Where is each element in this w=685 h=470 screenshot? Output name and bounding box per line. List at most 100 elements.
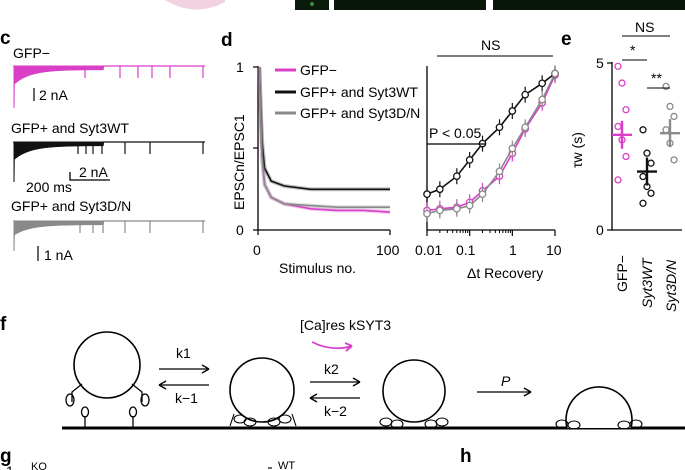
arrowhead bbox=[523, 387, 532, 397]
e-data-point bbox=[618, 79, 626, 87]
trace-label-dn: GFP+ and Syt3D/N bbox=[11, 198, 131, 214]
d-left-xtick-label: 100 bbox=[376, 242, 400, 258]
cell-image-fragment bbox=[165, 0, 225, 10]
trace-spikes bbox=[13, 65, 105, 109]
g-label-ko: KO bbox=[31, 461, 47, 470]
d-right-point bbox=[551, 69, 559, 78]
e-data-point bbox=[670, 156, 678, 164]
sig-ns-e: NS bbox=[635, 19, 654, 35]
arrowhead bbox=[309, 393, 318, 403]
d-right-point bbox=[435, 185, 444, 194]
e-ytick-label: 5 bbox=[596, 55, 604, 71]
d-right-ticks bbox=[426, 230, 556, 236]
g-label-wt: WT bbox=[278, 460, 295, 470]
rate-label-k1: k1 bbox=[176, 345, 191, 361]
d-right-point bbox=[508, 107, 517, 115]
d-left-plot bbox=[257, 66, 391, 215]
panel-label-e: e bbox=[561, 29, 572, 50]
vesicle-primed bbox=[382, 359, 446, 423]
scale-label-wt-time: 200 ms bbox=[26, 179, 72, 195]
e-category-label: GFP− bbox=[614, 255, 630, 292]
e-category-label: Syt3WT bbox=[639, 257, 655, 308]
d-right-fit-line bbox=[426, 74, 556, 212]
scale-bar-wt bbox=[69, 172, 110, 181]
d-left-series-line bbox=[258, 66, 390, 208]
g-ytick-label: 1 bbox=[6, 463, 14, 470]
sig-star: * bbox=[630, 42, 636, 58]
e-data-point bbox=[647, 189, 655, 197]
d-right-point bbox=[423, 209, 431, 218]
trace-label-gfp-minus: GFP− bbox=[13, 45, 50, 61]
legend-label-dn: GFP+ and Syt3D/N bbox=[300, 105, 420, 121]
panel-label-h: h bbox=[460, 446, 472, 467]
d-right-fit-line bbox=[426, 73, 556, 215]
e-data-point bbox=[643, 149, 651, 157]
d-left-ylabel: EPSCn/EPSC1 bbox=[231, 114, 247, 210]
vesicle-docked bbox=[229, 357, 295, 423]
trace-gfp-minus bbox=[13, 65, 205, 109]
rate-label-k-2: k−2 bbox=[324, 403, 347, 419]
ca-arrow bbox=[311, 341, 353, 350]
legend-label-gfp-minus: GFP− bbox=[300, 62, 337, 78]
d-left-xlabel: Stimulus no. bbox=[279, 260, 356, 276]
d-right-point bbox=[495, 167, 504, 176]
d-right-xtick-label: 1 bbox=[509, 242, 517, 258]
e-plot bbox=[612, 62, 680, 207]
arrowhead bbox=[201, 364, 210, 374]
d-left-xtick-label: 0 bbox=[253, 242, 261, 258]
d-right-xtick-label: 10 bbox=[546, 242, 562, 258]
panel-label-f: f bbox=[0, 314, 7, 335]
snare-complex-docked bbox=[229, 413, 297, 427]
d-right-point bbox=[465, 201, 474, 210]
e-data-point bbox=[622, 152, 630, 161]
sig-label-p: P < 0.05 bbox=[429, 125, 482, 141]
ca-label: [Ca]res kSYT3 bbox=[300, 317, 391, 333]
sig-label-ns: NS bbox=[481, 37, 500, 53]
micrograph-fragment bbox=[334, 0, 486, 10]
trace-spikes bbox=[13, 220, 105, 252]
scale-label-gfp-minus: 2 nA bbox=[39, 87, 68, 103]
panel-label-d: d bbox=[221, 30, 233, 51]
sig-starstar: ** bbox=[651, 70, 662, 86]
e-ytick-label: 0 bbox=[596, 222, 604, 238]
d-right-xlabel: Δt Recovery bbox=[467, 265, 543, 281]
d-left-ytick-label: 0 bbox=[236, 222, 244, 238]
trace-spikes bbox=[13, 141, 105, 183]
d-right-point bbox=[538, 79, 547, 88]
rate-label-k-1: k−1 bbox=[175, 390, 198, 406]
e-data-point bbox=[670, 112, 678, 121]
e-data-point bbox=[639, 126, 647, 134]
fluorescent-spot bbox=[310, 2, 314, 6]
d-right-point bbox=[521, 123, 530, 132]
d-right-point bbox=[465, 156, 474, 164]
e-category-label: Syt3D/N bbox=[663, 259, 679, 312]
d-right-point bbox=[452, 204, 461, 213]
snare-complex-fused bbox=[555, 419, 643, 430]
scale-label-dn: 1 nA bbox=[44, 247, 73, 263]
d-right-axes bbox=[426, 66, 555, 231]
e-data-point bbox=[639, 199, 647, 207]
d-left-series-line bbox=[258, 66, 390, 191]
micrograph-fragment bbox=[493, 0, 685, 10]
rate-label-k2: k2 bbox=[324, 361, 339, 377]
e-data-point bbox=[614, 122, 622, 131]
e-data-point bbox=[614, 176, 622, 184]
d-left-ytick-label: 1 bbox=[236, 59, 244, 75]
trace-label-wt: GFP+ and Syt3WT bbox=[11, 120, 129, 136]
trace-dn bbox=[13, 220, 205, 252]
d-right-point bbox=[538, 95, 547, 104]
e-ylabel: τw (s) bbox=[569, 132, 585, 168]
d-right-point bbox=[508, 144, 517, 153]
vesicle-undocked bbox=[73, 331, 141, 399]
trace-wt bbox=[13, 141, 205, 183]
panel-label-c: c bbox=[0, 28, 11, 49]
e-data-point bbox=[647, 159, 655, 167]
arrowhead bbox=[352, 377, 361, 387]
e-data-point bbox=[622, 106, 630, 114]
snare-complex-primed bbox=[379, 417, 449, 429]
d-right-point bbox=[435, 206, 444, 215]
d-right-point bbox=[521, 90, 530, 99]
rate-label-p: P bbox=[501, 373, 511, 389]
d-right-xtick-label: 0.1 bbox=[456, 242, 476, 258]
